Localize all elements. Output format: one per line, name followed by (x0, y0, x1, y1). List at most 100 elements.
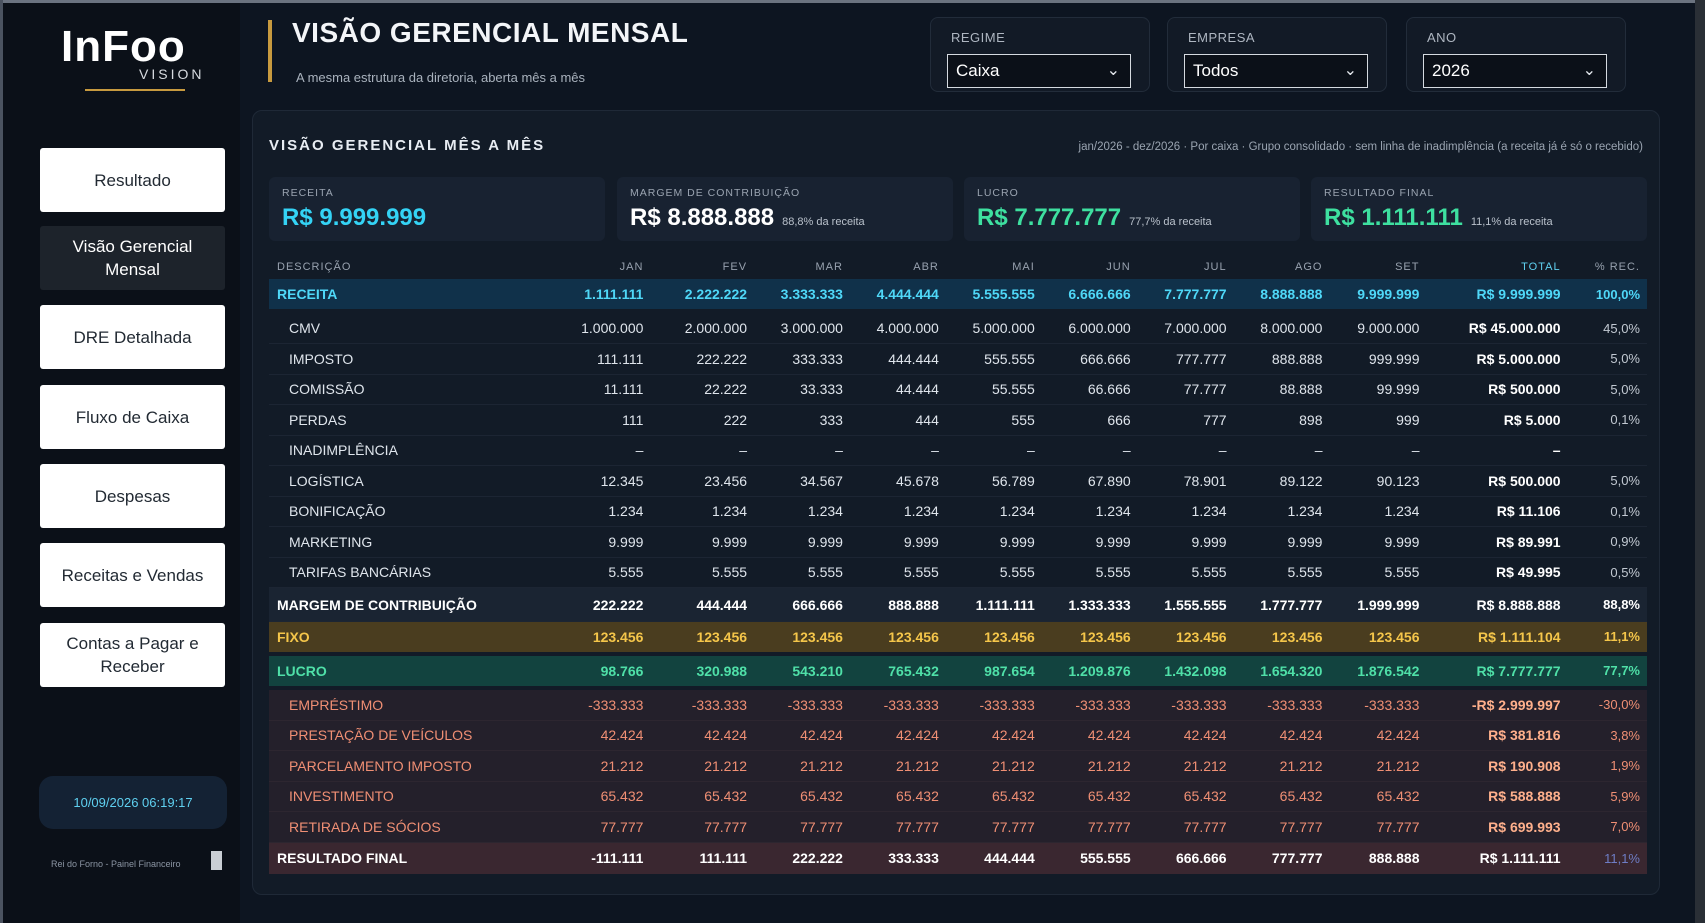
nav-dre-detalhada[interactable]: DRE Detalhada (40, 305, 225, 369)
nav-visao-gerencial-mensal[interactable]: Visão Gerencial Mensal (40, 226, 225, 290)
table-row[interactable]: MARKETING 9.999 9.999 9.999 9.999 9.999 9.999 9… (269, 526, 1647, 558)
value-cell: 77.777 (754, 811, 850, 843)
table-row[interactable]: FIXO 123.456 123.456 123.456 123.456 123.456 1… (269, 621, 1647, 652)
column-header[interactable]: % REC. (1594, 261, 1640, 273)
column-header[interactable]: SET (1395, 261, 1420, 273)
column-header[interactable]: MAR (815, 261, 843, 273)
table-row[interactable]: COMISSÃO 11.111 22.222 33.333 44.444 55.555 66… (269, 374, 1647, 405)
total-cell: R$ 7.777.777 (1426, 655, 1568, 686)
nav-despesas[interactable]: Despesas (40, 464, 225, 528)
table-row[interactable]: LOGÍSTICA 12.345 23.456 34.567 45.678 56.789 6… (269, 465, 1647, 497)
empresa-select[interactable]: Todos ⌄ (1184, 54, 1368, 88)
value-cell: 2.222.222 (650, 279, 755, 309)
table-row[interactable]: PRESTAÇÃO DE VEÍCULOS 42.424 42.424 42.424 4… (269, 720, 1647, 751)
column-header[interactable]: TOTAL (1521, 261, 1561, 273)
total-cell: -R$ 2.999.997 (1426, 689, 1568, 721)
value-cell: 45.678 (849, 465, 946, 497)
value-cell: 77.777 (849, 811, 946, 843)
table-row[interactable]: TARIFAS BANCÁRIAS 5.555 5.555 5.555 5.555 5.5… (269, 557, 1647, 588)
total-cell: R$ 699.993 (1426, 811, 1568, 843)
kpi-label: LUCRO (977, 187, 1019, 199)
row-label: PRESTAÇÃO DE VEÍCULOS (269, 720, 561, 751)
total-cell: R$ 190.908 (1426, 750, 1568, 782)
logo-text: InFoo (61, 22, 186, 71)
table-row[interactable]: RESULTADO FINAL -111.111 111.111 222.222 333… (269, 841, 1647, 874)
value-cell: 77.777 (560, 811, 651, 843)
table-row[interactable]: RETIRADA DE SÓCIOS 77.777 77.777 77.777 77.7… (269, 811, 1647, 843)
ano-select[interactable]: 2026 ⌄ (1423, 54, 1607, 88)
table-row[interactable]: IMPOSTO 111.111 222.222 333.333 444.444 555.5… (269, 343, 1647, 375)
value-cell: 65.432 (560, 781, 651, 812)
column-header[interactable]: DESCRIÇÃO (277, 261, 352, 273)
value-cell: 123.456 (1233, 621, 1330, 652)
value-cell: 21.212 (1329, 750, 1427, 782)
value-cell: 77.777 (650, 811, 755, 843)
column-header[interactable]: FEV (722, 261, 748, 273)
value-cell: 1.234 (945, 496, 1042, 527)
value-cell: 4.444.444 (849, 279, 946, 309)
value-cell: -333.333 (650, 689, 755, 721)
regime-select[interactable]: Caixa ⌄ (947, 54, 1131, 88)
value-cell: 1.333.333 (1041, 587, 1138, 622)
total-cell: R$ 1.111.111 (1426, 841, 1568, 874)
column-header[interactable]: ABR (913, 261, 939, 273)
table-row[interactable]: BONIFICAÇÃO 1.234 1.234 1.234 1.234 1.234 1.23… (269, 496, 1647, 527)
value-cell: 1.234 (560, 496, 651, 527)
total-cell: R$ 49.995 (1426, 557, 1568, 588)
row-label: BONIFICAÇÃO (269, 496, 561, 527)
column-header[interactable]: AGO (1295, 261, 1323, 273)
value-cell: – (560, 435, 651, 466)
value-cell: 34.567 (754, 465, 850, 497)
value-cell: 55.555 (945, 374, 1042, 405)
total-cell: R$ 5.000.000 (1426, 343, 1568, 375)
value-cell: 21.212 (650, 750, 755, 782)
footer-toggle[interactable] (211, 851, 222, 870)
logo-subtext: VISION (139, 66, 205, 82)
nav-resultado[interactable]: Resultado (40, 148, 225, 212)
value-cell: 999.999 (1329, 343, 1427, 375)
nav-fluxo-de-caixa[interactable]: Fluxo de Caixa (40, 385, 225, 449)
value-cell: 56.789 (945, 465, 1042, 497)
column-header[interactable]: JUL (1204, 261, 1227, 273)
value-cell: 6.000.000 (1041, 313, 1138, 344)
table-row[interactable]: LUCRO 98.766 320.988 543.210 765.432 987.654 1… (269, 655, 1647, 686)
row-label: RETIRADA DE SÓCIOS (269, 811, 561, 843)
row-label: PERDAS (269, 404, 561, 436)
nav-receitas-e-vendas[interactable]: Receitas e Vendas (40, 543, 225, 607)
total-cell: R$ 500.000 (1426, 465, 1568, 497)
value-cell: 898 (1233, 404, 1330, 436)
value-cell: 42.424 (1041, 720, 1138, 751)
value-cell: 21.212 (1137, 750, 1234, 782)
value-cell: 21.212 (945, 750, 1042, 782)
table-row[interactable]: INVESTIMENTO 65.432 65.432 65.432 65.432 65.4… (269, 781, 1647, 812)
percent-cell: 3,8% (1567, 720, 1647, 751)
value-cell: 65.432 (1233, 781, 1330, 812)
table-row[interactable]: EMPRÉSTIMO -333.333 -333.333 -333.333 -333.3… (269, 689, 1647, 721)
percent-cell: 7,0% (1567, 811, 1647, 843)
value-cell: 666.666 (1041, 343, 1138, 375)
nav-contas-a-pagar-e-receber[interactable]: Contas a Pagar e Receber (40, 623, 225, 687)
sidebar: InFoo VISION Resultado Visão Gerencial M… (3, 3, 240, 923)
column-header[interactable]: JUN (1106, 261, 1131, 273)
table-row[interactable]: INADIMPLÊNCIA – – – – – – – – – – (269, 435, 1647, 466)
value-cell: 888.888 (849, 587, 946, 622)
value-cell: 320.988 (650, 655, 755, 686)
total-cell: R$ 1.111.104 (1426, 621, 1568, 652)
value-cell: – (1137, 435, 1234, 466)
column-header[interactable]: MAI (1012, 261, 1035, 273)
column-header[interactable]: JAN (619, 261, 644, 273)
value-cell: 23.456 (650, 465, 755, 497)
value-cell: 9.999 (560, 526, 651, 558)
value-cell: 67.890 (1041, 465, 1138, 497)
page-subtitle: A mesma estrutura da diretoria, aberta m… (296, 70, 586, 85)
value-cell: 42.424 (754, 720, 850, 751)
table-row[interactable]: MARGEM DE CONTRIBUIÇÃO 222.222 444.444 666.… (269, 587, 1647, 622)
table-row[interactable]: RECEITA 1.111.111 2.222.222 3.333.333 4.444.… (269, 279, 1647, 309)
table-row[interactable]: PARCELAMENTO IMPOSTO 21.212 21.212 21.212 21… (269, 750, 1647, 782)
value-cell: 222.222 (560, 587, 651, 622)
value-cell: 987.654 (945, 655, 1042, 686)
table-row[interactable]: CMV 1.000.000 2.000.000 3.000.000 4.000.000 5… (269, 313, 1647, 344)
table-row[interactable]: PERDAS 111 222 333 444 555 666 777 898 999 R$ 5.00… (269, 404, 1647, 436)
value-cell: 111.111 (560, 343, 651, 375)
row-label: RECEITA (269, 279, 561, 309)
